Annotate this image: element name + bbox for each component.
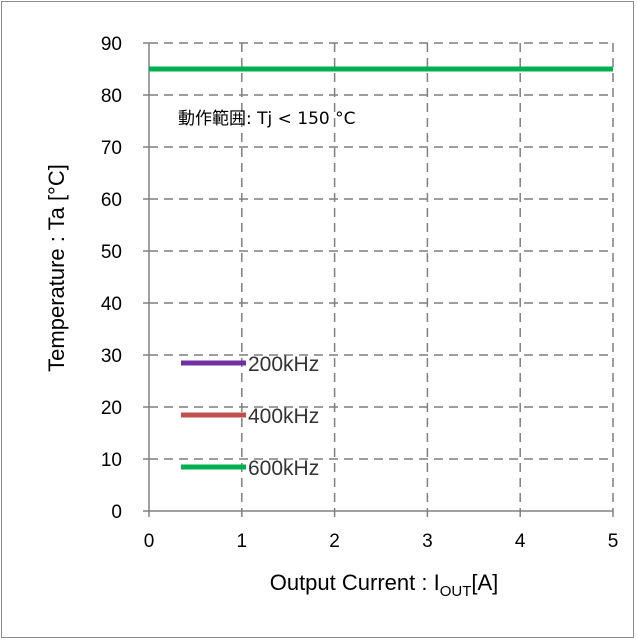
y-tick-labels: 0 10 20 30 40 50 60 70 80 90	[101, 34, 122, 523]
operating-range-note: 動作範囲: Tj < 150 °C	[178, 109, 356, 129]
x-tick-label-3: 3	[422, 531, 433, 552]
y-tick-label-90: 90	[101, 34, 122, 55]
x-tick-label-4: 4	[515, 531, 526, 552]
x-tick-label-5: 5	[608, 531, 619, 552]
y-axis-title: Temperature : Ta [°C]	[44, 164, 69, 372]
y-tick-label-70: 70	[101, 138, 122, 159]
x-axis-title: Output Current : IOUT[A]	[270, 570, 499, 600]
y-tick-label-30: 30	[101, 346, 122, 367]
x-tick-labels: 0 1 2 3 4 5	[144, 531, 619, 552]
grid	[149, 42, 614, 511]
y-tick-label-10: 10	[101, 450, 122, 471]
y-tick-label-80: 80	[101, 86, 122, 107]
y-tick-label-20: 20	[101, 398, 122, 419]
x-tick-label-2: 2	[329, 531, 340, 552]
legend-label-600kHz: 600kHz	[248, 457, 319, 480]
legend-label-200kHz: 200kHz	[248, 353, 319, 376]
y-tick-label-50: 50	[101, 242, 122, 263]
axes	[143, 42, 614, 517]
x-axis-title-unit: [A]	[471, 570, 498, 595]
x-axis-title-main: Output Current : I	[270, 570, 440, 595]
x-axis-title-sub: OUT	[440, 583, 472, 600]
x-tick-label-1: 1	[237, 531, 248, 552]
y-tick-label-40: 40	[101, 294, 122, 315]
y-tick-label-60: 60	[101, 190, 122, 211]
x-tick-label-0: 0	[144, 531, 155, 552]
legend-label-400kHz: 400kHz	[248, 405, 319, 428]
legend: 200kHz 400kHz 600kHz	[181, 353, 319, 480]
y-tick-label-0: 0	[111, 502, 122, 523]
